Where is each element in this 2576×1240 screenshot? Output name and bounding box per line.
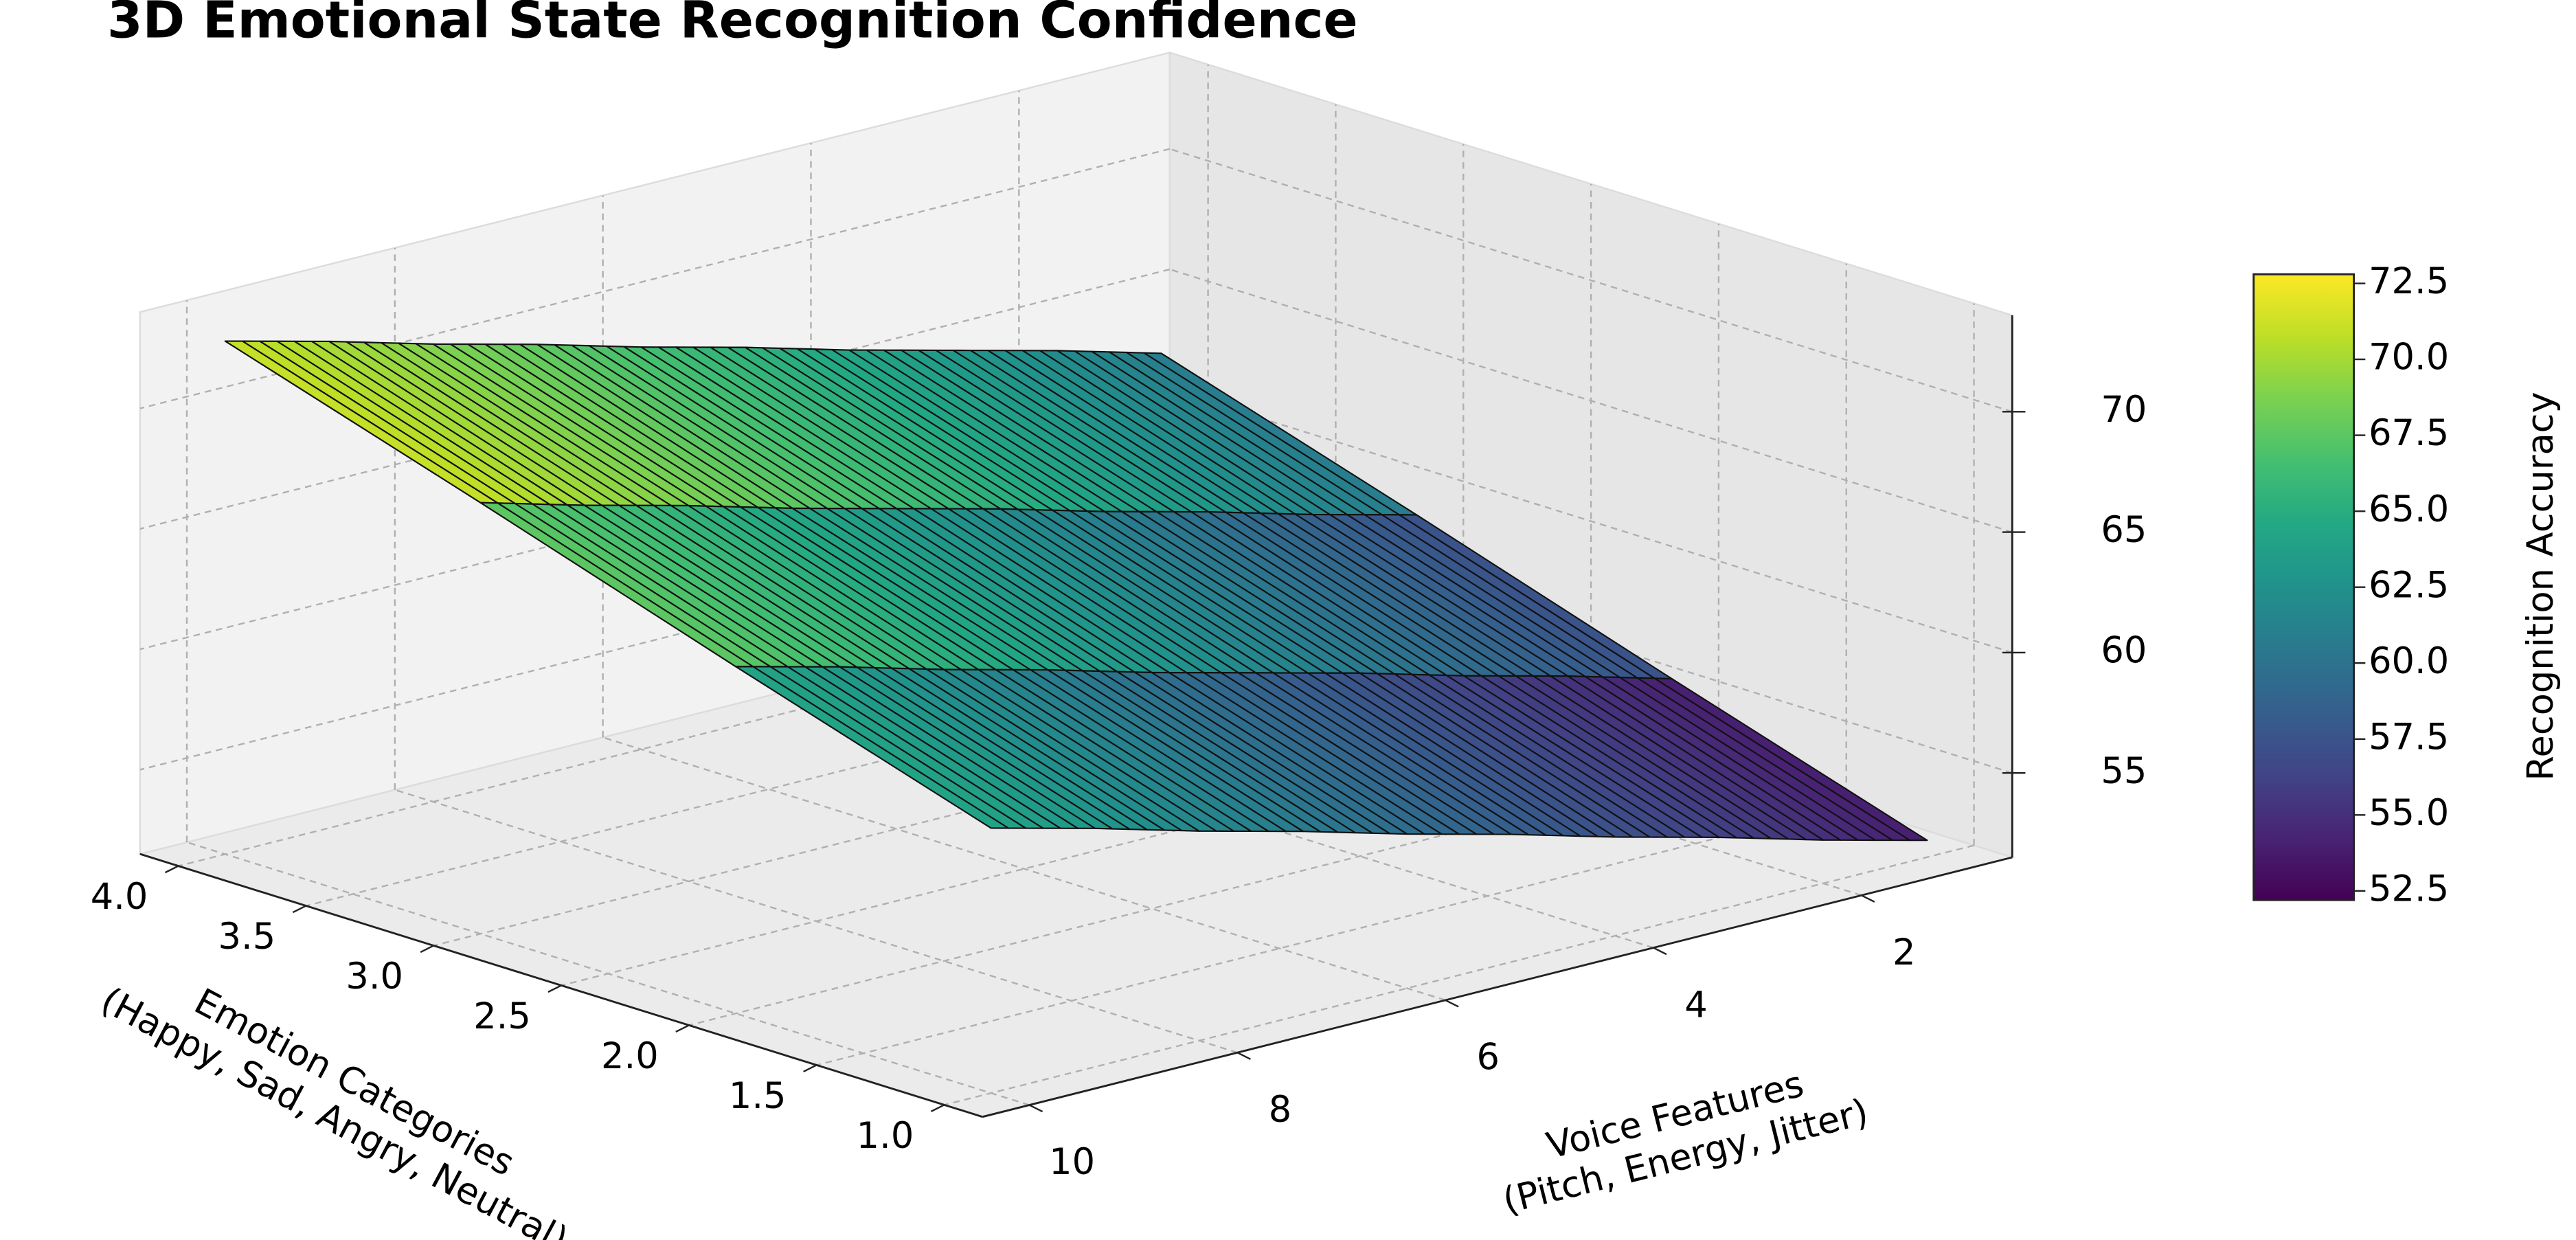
y-tick <box>1236 1052 1251 1060</box>
x-tick <box>930 1104 945 1112</box>
x-tick-label: 4.0 <box>91 876 148 918</box>
grid-line <box>394 789 1238 1054</box>
y-tick-label: 8 <box>1269 1089 1291 1131</box>
grid-line <box>944 844 1974 1106</box>
chart-title: 3D Emotional State Recognition Confidenc… <box>107 0 1358 49</box>
colorbar-tick-label: 60.0 <box>2369 640 2449 682</box>
y-tick <box>1653 947 1667 956</box>
z-tick-label: 65 <box>2101 509 2147 551</box>
colorbar-tick-label: 52.5 <box>2369 868 2449 910</box>
y-tick <box>1028 1104 1043 1113</box>
x-tick-label: 1.0 <box>857 1115 914 1157</box>
colorbar-tick-label: 72.5 <box>2369 260 2449 302</box>
y-tick <box>1445 999 1459 1008</box>
colorbar-tick-label: 57.5 <box>2369 716 2449 758</box>
axis-line <box>982 856 2013 1118</box>
y-tick-label: 4 <box>1684 984 1707 1026</box>
x-tick-label: 2.5 <box>473 995 531 1037</box>
colorbar-tick-label: 65.0 <box>2369 488 2449 530</box>
x-tick-label: 3.0 <box>346 956 403 997</box>
colorbar-tick-label: 70.0 <box>2369 337 2449 379</box>
x-tick <box>547 984 562 993</box>
colorbar-label: Recognition Accuracy <box>2520 392 2562 780</box>
colorbar-tick-label: 55.0 <box>2369 792 2449 834</box>
x-tick-label: 1.5 <box>729 1075 787 1117</box>
x-axis-label: Emotion Categories(Happy, Sad, Angry, Ne… <box>94 941 594 1240</box>
x-tick-label: 2.0 <box>601 1035 659 1077</box>
y-tick-label: 10 <box>1049 1141 1095 1183</box>
colorbar-tick-label: 62.5 <box>2369 564 2449 606</box>
y-axis-label: Voice Features(Pitch, Energy, Jitter) <box>1489 1049 1873 1221</box>
x-tick <box>164 865 179 874</box>
grid-line <box>139 148 1171 409</box>
colorbar-tick-label: 67.5 <box>2369 412 2449 454</box>
y-tick-label: 6 <box>1477 1037 1500 1079</box>
z-tick-label: 60 <box>2101 630 2147 672</box>
grid-line <box>1169 268 2013 533</box>
z-tick-label: 70 <box>2101 389 2147 431</box>
x-tick <box>803 1064 817 1072</box>
grid-line <box>1169 148 2013 413</box>
grid-line <box>1169 389 2013 654</box>
grid-line <box>602 736 1446 1002</box>
grid-line <box>186 841 1030 1106</box>
y-tick-label: 2 <box>1893 932 1915 973</box>
x-tick-label: 3.5 <box>218 916 276 958</box>
colorbar <box>2252 273 2355 901</box>
y-tick <box>1861 894 1875 903</box>
x-tick <box>420 945 434 954</box>
x-tick <box>292 905 306 914</box>
grid-line <box>816 804 1847 1066</box>
z-tick-label: 55 <box>2101 750 2147 792</box>
surface-patch <box>734 666 1010 829</box>
x-tick <box>675 1024 690 1033</box>
